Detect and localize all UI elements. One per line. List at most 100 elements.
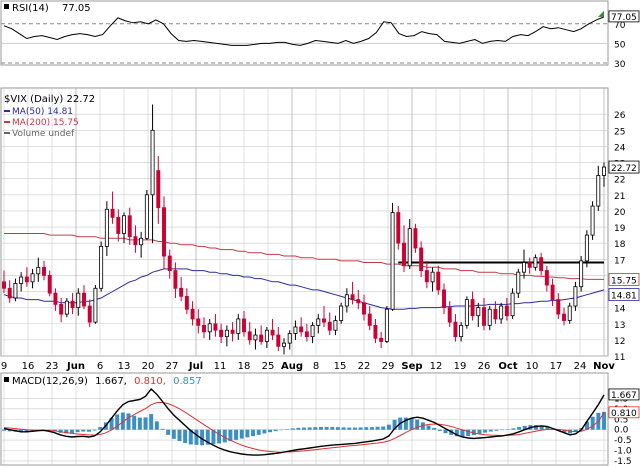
macd-hist-bar-28 (160, 428, 165, 430)
macd-hist-bar-34 (194, 429, 199, 445)
macd-hist-bar-86 (488, 429, 493, 432)
rsi-label-marker (4, 4, 9, 9)
candle-body-73 (419, 247, 424, 271)
macd-hist-bar-0 (2, 429, 6, 431)
macd-hist-bar-58 (330, 426, 335, 430)
candle-body-89 (510, 292, 515, 317)
candle-body-59 (339, 305, 344, 321)
candle-body-57 (327, 321, 332, 331)
candle-body-80 (459, 324, 464, 338)
macd-hist-bar-19 (109, 418, 114, 430)
date-tick-label-1: 16 (22, 361, 35, 372)
macd-hist-bar-44 (251, 429, 256, 437)
candle-body-42 (242, 318, 246, 333)
candle-body-40 (230, 329, 235, 334)
macd-hist-bar-32 (183, 429, 188, 443)
date-tick-label-17: Sep (401, 361, 422, 372)
candle-body-39 (224, 329, 229, 338)
macd-tag-1 (608, 406, 640, 419)
date-tick-label-23: 17 (550, 361, 563, 372)
macd-hist-bar-37 (211, 429, 216, 445)
candle-body-17 (99, 245, 104, 289)
candle-body-87 (499, 305, 504, 320)
macd-hist-bar-103 (585, 421, 589, 430)
candle-body-51 (293, 326, 298, 334)
macd-hist-bar-72 (409, 418, 414, 430)
macd-tick-label-1: -1.0 (614, 447, 632, 457)
legend-label-2: Volume undef (12, 129, 75, 139)
macd-hist-bar-64 (364, 427, 369, 430)
macd-tick-label-0: -1.5 (614, 457, 632, 467)
date-tick-label-10: 18 (238, 361, 251, 372)
candle-body-94 (539, 257, 544, 271)
candle-body-100 (573, 286, 578, 307)
date-tick-label-16: 29 (382, 361, 395, 372)
price-tick-label-13: 13 (614, 321, 625, 331)
macd-hist-bar-84 (477, 429, 482, 434)
macd-hist-bar-85 (483, 429, 488, 433)
price-tick-label-11: 11 (614, 353, 625, 363)
macd-hist-bar-48 (273, 429, 278, 432)
macd-tick-label-3: 0.0 (614, 426, 629, 436)
macd-hist-bar-47 (268, 429, 273, 433)
price-tick-label-12: 12 (614, 337, 625, 347)
macd-hist-bar-30 (171, 429, 176, 439)
price-tag-1 (608, 273, 640, 286)
legend-label-0: MA(50) 14.81 (12, 107, 73, 117)
candle-body-99 (567, 305, 572, 321)
price-panel: 11 12 13 14 15 16 17 18 19 20 21 22 23 24 25 26 22.72 15… (0, 87, 640, 372)
candle-body-48 (276, 334, 281, 347)
macd-label-signal: 0.810, (134, 376, 166, 387)
candle-body-72 (413, 228, 418, 249)
macd-hist-bar-82 (466, 429, 471, 437)
price-tag-2 (608, 288, 640, 301)
candle-body-69 (396, 212, 401, 244)
date-tick-label-18: 12 (430, 361, 443, 372)
candle-body-64 (367, 313, 372, 326)
candle-body-76 (436, 271, 441, 291)
macd-hist-bar-26 (149, 414, 154, 430)
macd-hist-bar-78 (443, 429, 448, 434)
macd-hist-bar-91 (517, 426, 522, 430)
macd-hist-bar-12 (69, 429, 74, 434)
macd-label: MACD(12,26,9) 1.667, 0.810, 0.857 (4, 376, 202, 387)
ma200-line (4, 233, 604, 280)
candle-body-98 (562, 313, 566, 321)
price-tick-label-25: 25 (614, 127, 625, 137)
candle-body-36 (207, 323, 212, 333)
macd-line (3, 387, 605, 456)
candle-body-12 (70, 300, 75, 309)
macd-hist-bar-51 (290, 428, 295, 430)
macd-hist-bar-57 (324, 426, 329, 430)
macd-hist-bar-80 (454, 429, 459, 437)
macd-hist-bar-33 (188, 429, 193, 445)
date-tick-label-24: 24 (574, 361, 587, 372)
macd-hist-bar-101 (573, 429, 578, 432)
macd-hist-bar-65 (369, 427, 374, 430)
macd-label-value: 1.667, (95, 376, 127, 387)
macd-hist-bar-87 (494, 429, 499, 431)
macd-tags: 1.667 0.810 (608, 388, 640, 419)
legend-label-1: MA(200) 15.75 (12, 118, 79, 128)
macd-hist-bar-53 (302, 427, 306, 430)
candle-body-21 (122, 215, 126, 234)
macd-hist-bar-40 (228, 429, 233, 442)
candle-body-41 (236, 318, 241, 334)
macd-hist-bar-89 (505, 429, 510, 430)
candle-body-32 (184, 295, 189, 310)
macd-hist-bar-36 (205, 429, 210, 445)
candle-body-95 (544, 270, 549, 286)
candle-body-13 (76, 292, 81, 309)
candle-body-9 (53, 292, 58, 305)
price-tick-label-17: 17 (614, 256, 625, 266)
date-tick-label-6: 20 (142, 361, 155, 372)
price-tags: 22.72 15.75 14.81 (608, 160, 640, 302)
macd-label-text: MACD(12,26,9) 1.667, 0.810, 0.857 (12, 376, 202, 387)
candle-body-71 (407, 228, 412, 267)
macd-tag-0 (608, 388, 640, 401)
date-tick-label-7: 27 (166, 361, 179, 372)
candle-body-14 (82, 292, 86, 307)
macd-hist-bar-92 (522, 425, 527, 430)
macd-hist-bar-17 (98, 426, 103, 430)
candle-body-86 (493, 308, 498, 320)
